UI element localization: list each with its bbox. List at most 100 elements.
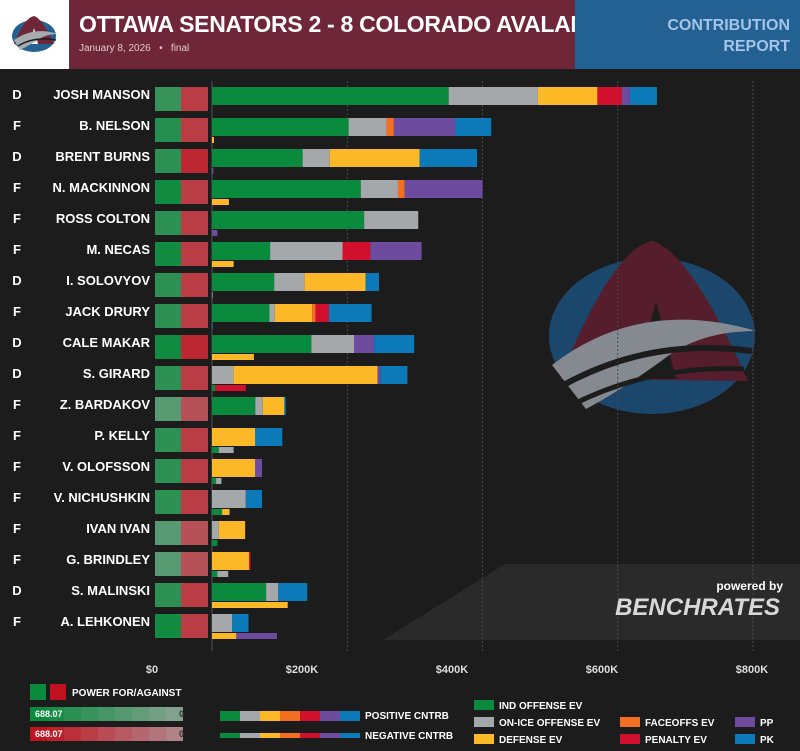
power-against-cell [181, 211, 208, 235]
power-scale-step [149, 707, 166, 721]
power-scale-step [149, 727, 166, 741]
positive-bar-segment [212, 614, 233, 632]
positive-bar-segment [419, 149, 478, 167]
positive-bar-segment [284, 397, 286, 415]
report-title-line1: CONTRIBUTION [667, 17, 790, 34]
player-row: D JOSH MANSON [12, 87, 657, 111]
game-status: final [170, 43, 190, 54]
positive-bar-segment [597, 87, 622, 105]
legend-label-pp: PP [760, 718, 774, 729]
contribution-swatch [260, 733, 280, 738]
negative-contribution-label: NEGATIVE CNTRB [365, 731, 453, 742]
contribution-legend: POSITIVE CNTRB NEGATIVE CNTRB [220, 711, 453, 742]
x-tick-label: $800K [736, 664, 768, 676]
power-for-cell [155, 521, 181, 545]
player-position: D [12, 149, 21, 164]
x-tick-label: $0 [146, 664, 158, 676]
positive-bar-segment [302, 149, 330, 167]
power-for-max: 688.07 [35, 709, 63, 719]
game-subtitle: January 8, 2026 • final [79, 43, 189, 54]
player-row: F G. BRINDLEY [13, 552, 251, 577]
legend-swatch-onice_off [474, 717, 494, 727]
contribution-swatch [320, 733, 340, 738]
x-tick-label: $400K [436, 664, 468, 676]
x-tick-label: $200K [286, 664, 318, 676]
player-row: F V. OLOFSSON [13, 459, 263, 484]
negative-bar-segment [222, 509, 230, 515]
contribution-swatch [320, 711, 340, 721]
title-box: OTTAWA SENATORS 2 - 8 COLORADO AVALANCHE… [69, 0, 635, 69]
power-against-cell [181, 87, 208, 111]
positive-bar-segment [212, 335, 312, 353]
positive-bar-segment [212, 490, 246, 508]
positive-bar-segment [365, 273, 380, 291]
player-position: F [13, 428, 21, 443]
player-name: Z. BARDAKOV [60, 397, 151, 412]
positive-bar-segment [377, 366, 381, 384]
legend-label-ind_off: IND OFFENSE EV [499, 701, 583, 712]
positive-bar-segment [404, 180, 483, 198]
power-for-cell [155, 335, 181, 359]
benchrates-logo-text: BENCHRATES [615, 594, 780, 621]
contribution-swatch [220, 733, 240, 738]
power-for-cell [155, 273, 181, 297]
power-scale-step [30, 727, 47, 741]
contribution-swatch [340, 733, 360, 738]
positive-bar-segment [212, 211, 365, 229]
positive-bar-segment [304, 273, 366, 291]
positive-bar-segment [374, 335, 415, 353]
report-title-line2: REPORT [723, 38, 790, 55]
game-date: January 8, 2026 [79, 43, 151, 54]
positive-bar-segment [262, 397, 285, 415]
positive-bar-segment [537, 87, 598, 105]
player-position: F [13, 459, 21, 474]
positive-bar-segment [212, 304, 270, 322]
positive-bar-segment [212, 180, 361, 198]
positive-bar-segment [270, 242, 343, 260]
positive-bar-segment [212, 87, 449, 105]
positive-bar-segment [354, 335, 375, 353]
positive-bar-segment [278, 583, 308, 601]
power-scale-step [47, 707, 64, 721]
power-against-max: 688.07 [35, 729, 63, 739]
player-row: D S. MALINSKI [12, 583, 308, 608]
power-against-cell [181, 583, 208, 607]
player-row: F N. MACKINNON [13, 180, 483, 205]
contribution-swatch [300, 733, 320, 738]
player-row: F B. NELSON [13, 118, 492, 143]
power-against-cell [181, 180, 208, 204]
positive-bar-segment [329, 149, 420, 167]
player-name: B. NELSON [79, 118, 150, 133]
legend-swatch-defense [474, 734, 494, 744]
positive-bar-segment [212, 583, 267, 601]
player-position: D [12, 335, 21, 350]
x-axis: $0 $200K $400K $600K $800K [146, 664, 768, 676]
player-row: F V. NICHUSHKIN [13, 490, 263, 515]
power-against-cell [181, 304, 208, 328]
positive-bar-segment [348, 118, 387, 136]
player-name: G. BRINDLEY [66, 552, 150, 567]
power-legend: POWER FOR/AGAINST 688.07 0 688.07 0 [30, 684, 184, 741]
team-logo-box [0, 0, 69, 69]
negative-bar-segment [215, 385, 246, 391]
positive-bar-segment [266, 583, 279, 601]
positive-bar-segment [249, 552, 251, 570]
player-row: D BRENT BURNS [12, 149, 478, 174]
player-row: F M. NECAS [13, 242, 422, 267]
power-scale-step [115, 727, 132, 741]
player-position: D [12, 273, 21, 288]
legend-label-pk: PK [760, 735, 775, 746]
contribution-swatch [220, 711, 240, 721]
power-against-min: 0 [179, 729, 184, 739]
contribution-swatch [280, 733, 300, 738]
positive-bar-segment [232, 614, 249, 632]
legend-label-faceoffs: FACEOFFS EV [645, 718, 715, 729]
negative-bar-segment [212, 230, 218, 236]
player-name: V. NICHUSHKIN [54, 490, 150, 505]
power-for-cell [155, 614, 181, 638]
power-scale-step [98, 707, 115, 721]
background-layer [383, 241, 800, 640]
player-row: F A. LEHKONEN [13, 614, 277, 639]
power-for-min: 0 [179, 709, 184, 719]
positive-bar-segment [218, 521, 246, 539]
